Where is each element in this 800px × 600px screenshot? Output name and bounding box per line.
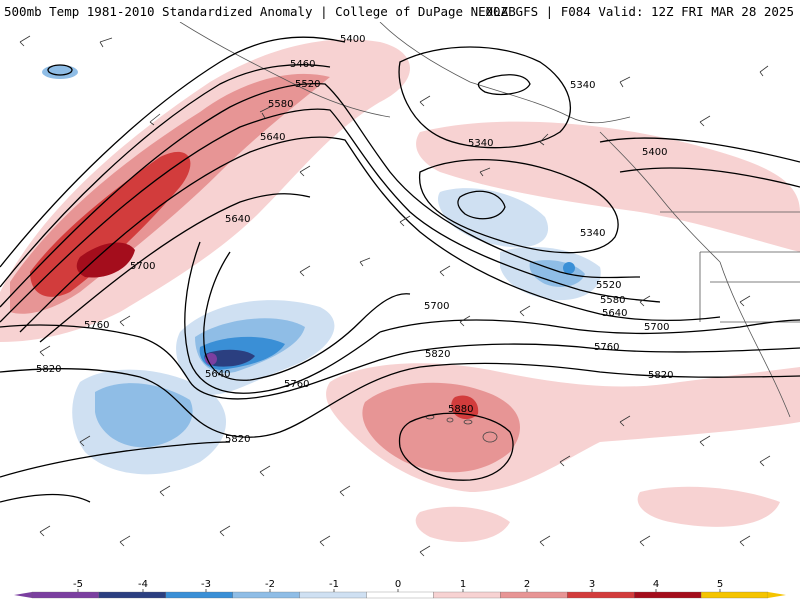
colorbar-ticks: -5 -4 -3 -2 -1 0 1 2 3 4 5 — [73, 579, 723, 592]
alaska-coast — [379, 22, 631, 124]
colorbar-tick-label: -3 — [201, 579, 211, 590]
wind-barbs — [19, 35, 771, 557]
contour-label: 5880 — [448, 404, 473, 415]
colorbar-segment — [31, 591, 100, 599]
contour-5520 — [0, 82, 641, 308]
contour-5820-main — [0, 362, 800, 438]
colorbar-segment — [500, 591, 568, 599]
state-lines — [699, 251, 800, 323]
contour-label: 5460 — [290, 59, 315, 70]
colorbar-tick-label: 2 — [524, 579, 530, 590]
warm-anomaly-ne-pacific — [416, 121, 800, 252]
contour-labels: 5400546055205580564053405340534054005640… — [36, 34, 673, 445]
cold-anomaly-west-medium — [95, 383, 193, 448]
contour-5580 — [0, 108, 661, 323]
contour-5640-low — [203, 251, 411, 381]
product-title: 500mb Temp 1981-2010 Standardized Anomal… — [4, 4, 516, 19]
contour-label: 5640 — [225, 214, 250, 225]
contour-5460 — [0, 64, 331, 288]
valid-time-label: 00Z GFS | F084 Valid: 12Z FRI MAR 28 202… — [485, 4, 794, 19]
cold-anomaly-north — [42, 65, 78, 79]
colorbar-segment — [299, 591, 367, 599]
aleutian-chain — [179, 22, 391, 118]
colorbar-segment — [634, 591, 702, 599]
cold-anomaly-very-strong — [204, 349, 255, 367]
us-west-coast — [719, 261, 791, 418]
warm-anomaly-south-2 — [637, 486, 780, 527]
contour-5340-gulf — [398, 46, 571, 149]
bc-coast — [599, 131, 721, 263]
warm-anomaly-extreme — [76, 242, 135, 278]
cold-anomaly-coastal-core — [563, 262, 575, 274]
contour-label: 5760 — [594, 342, 619, 353]
contour-5700-low — [184, 241, 381, 394]
colorbar-segment — [165, 591, 233, 599]
contour-label: 5820 — [225, 434, 250, 445]
contour-5340-inner-north — [477, 74, 531, 95]
contour-label: 5820 — [648, 370, 673, 381]
contour-5820-lower — [0, 441, 231, 478]
contour-north-closed — [47, 64, 73, 76]
contour-label: 5340 — [570, 80, 595, 91]
colorbar-segment — [567, 591, 635, 599]
anomaly-shading — [0, 39, 800, 542]
colorbar-tick-label: -1 — [329, 579, 339, 590]
contour-5700-main — [379, 319, 800, 335]
contour-label: 5340 — [580, 228, 605, 239]
contour-5340-south — [419, 159, 619, 254]
contour-5400-east — [599, 137, 800, 163]
colorbar-tick-label: 5 — [717, 579, 723, 590]
colorbar-tick-label: -5 — [73, 579, 83, 590]
colorbar-segment — [366, 591, 434, 599]
contour-label: 5640 — [205, 369, 230, 380]
warm-anomaly-subtropical-medium — [362, 382, 520, 473]
colorbar-tick-label: 4 — [653, 579, 659, 590]
contour-5880-closed — [398, 412, 514, 481]
map-header: 500mb Temp 1981-2010 Standardized Anomal… — [0, 0, 800, 22]
colorbar-left-arrow — [14, 592, 32, 598]
contour-label: 5700 — [424, 301, 449, 312]
anomaly-colorbar: -5 -4 -3 -2 -1 0 1 2 3 4 5 — [0, 576, 800, 600]
colorbar-segment — [232, 591, 300, 599]
colorbar-tick-label: -4 — [138, 579, 148, 590]
contour-label: 5400 — [642, 147, 667, 158]
colorbar-tick-label: 3 — [589, 579, 595, 590]
hawaii-islands — [425, 414, 498, 443]
contour-label: 5820 — [36, 364, 61, 375]
contour-label: 5580 — [268, 99, 293, 110]
colorbar-segment — [433, 591, 501, 599]
colorbar-segment — [98, 591, 166, 599]
contour-label: 5400 — [340, 34, 365, 45]
contour-5400-west — [0, 36, 346, 268]
contour-5460-east — [619, 167, 800, 188]
anomaly-map: 5400546055205580564053405340534054005640… — [0, 22, 800, 576]
contour-label: 5820 — [425, 349, 450, 360]
coastlines — [179, 22, 800, 418]
colorbar-tick-label: 0 — [395, 579, 401, 590]
colorbar-right-arrow — [768, 592, 786, 598]
warm-anomaly-south-1 — [415, 506, 510, 542]
contour-5700-upper — [39, 193, 311, 343]
contour-label: 5640 — [260, 132, 285, 143]
contour-label: 5640 — [602, 308, 627, 319]
contour-label: 5520 — [596, 280, 621, 291]
colorbar-tick-label: 1 — [460, 579, 466, 590]
contour-label: 5700 — [644, 322, 669, 333]
contour-label: 5520 — [295, 79, 320, 90]
contour-5340-inner-south — [457, 190, 506, 220]
contour-label: 5760 — [84, 320, 109, 331]
contour-5820-south-west — [0, 493, 91, 503]
contour-label: 5700 — [130, 261, 155, 272]
warm-anomaly-strong — [30, 151, 191, 297]
contour-label: 5340 — [468, 138, 493, 149]
colorbar-segment — [700, 591, 769, 599]
contour-5640-upper — [19, 136, 721, 333]
contour-5760-main — [0, 324, 800, 400]
contour-label: 5580 — [600, 295, 625, 306]
height-contours — [0, 36, 800, 503]
colorbar-tick-label: -2 — [265, 579, 275, 590]
colorbar-segments — [14, 591, 786, 599]
contour-label: 5760 — [284, 379, 309, 390]
